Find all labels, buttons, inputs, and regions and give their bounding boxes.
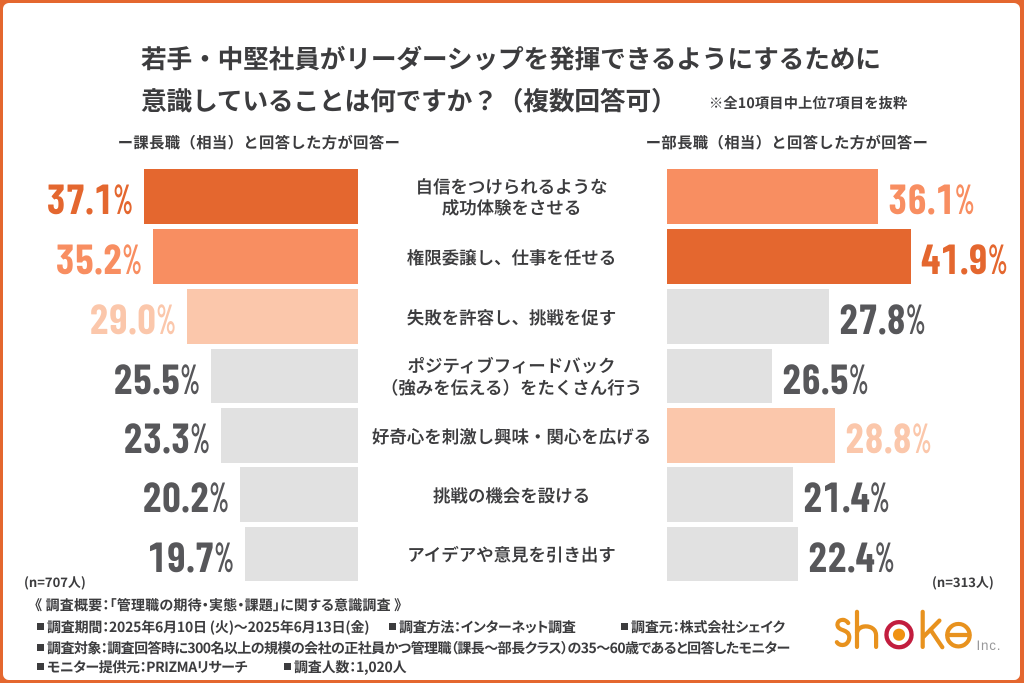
svg-text:Inc.: Inc. <box>977 638 1002 653</box>
